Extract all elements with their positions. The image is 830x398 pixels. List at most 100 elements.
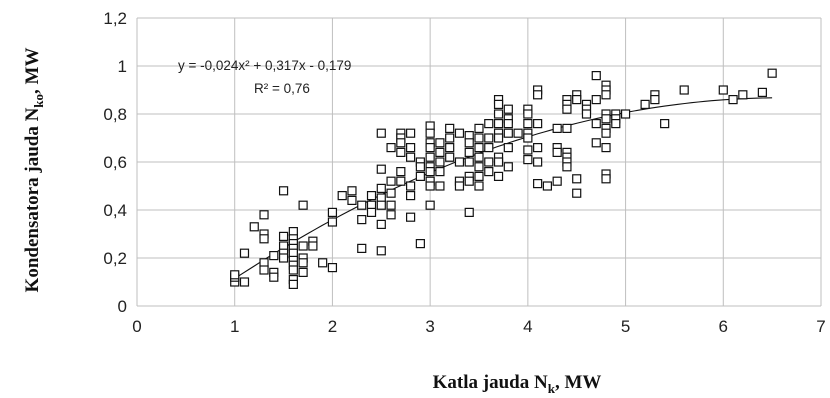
- x-tick-label: 5: [621, 317, 630, 336]
- data-point: [591, 118, 601, 129]
- data-point: [503, 162, 513, 172]
- y-tick-label: 0,2: [103, 249, 127, 268]
- data-point: [386, 210, 396, 220]
- data-point: [493, 109, 504, 119]
- data-point: [366, 207, 377, 217]
- data-point: [415, 171, 425, 181]
- data-point: [386, 200, 396, 210]
- data-point: [357, 243, 367, 253]
- y-tick-label: 0: [118, 297, 127, 316]
- data-point: [337, 191, 347, 201]
- data-point: [376, 128, 386, 138]
- data-point: [474, 162, 484, 172]
- y-tick-label: 1: [118, 57, 127, 76]
- data-point: [406, 128, 416, 138]
- data-point: [406, 181, 416, 191]
- data-point: [278, 231, 289, 241]
- data-point: [572, 188, 582, 198]
- data-point: [425, 128, 435, 138]
- data-point: [376, 200, 386, 210]
- y-tick-label: 0,4: [103, 201, 127, 220]
- data-point: [239, 248, 250, 258]
- data-point: [484, 167, 494, 177]
- data-point: [406, 152, 416, 162]
- tick-labels: 0 1 2 3 4 5 6 7 0 0,2 0,4 0,6 0,8 1 1,2: [103, 9, 825, 336]
- data-point: [396, 138, 406, 148]
- data-point: [474, 123, 484, 134]
- data-point: [572, 94, 582, 105]
- data-point: [591, 70, 601, 81]
- data-point: [640, 99, 650, 110]
- y-tick-label: 0,8: [103, 105, 127, 124]
- data-point: [503, 104, 513, 114]
- data-point: [523, 109, 533, 119]
- data-point: [239, 277, 250, 287]
- data-point: [288, 265, 298, 275]
- data-point: [278, 253, 289, 263]
- data-point: [484, 133, 494, 143]
- data-point: [425, 143, 435, 153]
- data-point: [552, 176, 562, 186]
- x-axis-title: Katla jauda Nk, MW: [433, 372, 602, 396]
- data-point: [278, 186, 289, 196]
- data-point: [454, 128, 465, 138]
- data-point: [406, 191, 416, 201]
- data-point: [259, 210, 269, 220]
- data-point: [533, 157, 543, 167]
- data-point: [484, 118, 494, 129]
- data-point: [386, 176, 396, 186]
- trendline-layer: [234, 97, 773, 280]
- data-point: [738, 90, 748, 100]
- data-point: [445, 143, 455, 153]
- data-point: [386, 143, 396, 153]
- data-point: [493, 171, 504, 181]
- data-point: [425, 167, 435, 177]
- data-point: [269, 251, 279, 261]
- data-point: [396, 167, 406, 177]
- data-point: [376, 246, 386, 256]
- data-point: [464, 207, 474, 217]
- data-point: [474, 152, 484, 162]
- data-point: [679, 85, 689, 95]
- data-point: [552, 147, 562, 157]
- data-point: [493, 157, 504, 167]
- data-point: [474, 171, 484, 181]
- data-point: [767, 68, 777, 78]
- data-point: [474, 143, 484, 153]
- data-point: [249, 222, 259, 232]
- data-point: [601, 128, 611, 138]
- data-point: [298, 267, 308, 277]
- data-point: [327, 207, 338, 217]
- data-point: [298, 241, 308, 251]
- x-tick-label: 7: [816, 317, 825, 336]
- data-point: [562, 162, 572, 172]
- data-point: [425, 181, 435, 191]
- data-point: [718, 85, 728, 95]
- data-point: [523, 118, 533, 129]
- data-point: [660, 118, 670, 129]
- data-point: [474, 133, 484, 143]
- data-point: [327, 263, 338, 273]
- data-point: [464, 157, 474, 167]
- data-point: [396, 147, 406, 157]
- data-point: [533, 179, 543, 189]
- data-point: [425, 152, 435, 162]
- x-tick-label: 2: [328, 317, 337, 336]
- data-point: [318, 258, 328, 268]
- data-point: [347, 195, 357, 205]
- data-point: [435, 181, 445, 191]
- data-point: [366, 191, 377, 201]
- data-point: [298, 200, 308, 210]
- data-point: [562, 123, 572, 134]
- data-point: [601, 174, 611, 184]
- data-point: [484, 157, 494, 167]
- data-point: [376, 219, 386, 229]
- x-tick-label: 3: [425, 317, 434, 336]
- data-point: [230, 270, 240, 280]
- x-tick-label: 0: [132, 317, 141, 336]
- data-point: [493, 133, 504, 143]
- data-point: [562, 104, 572, 114]
- data-point: [435, 167, 445, 177]
- data-point: [474, 181, 484, 191]
- data-point: [533, 143, 543, 153]
